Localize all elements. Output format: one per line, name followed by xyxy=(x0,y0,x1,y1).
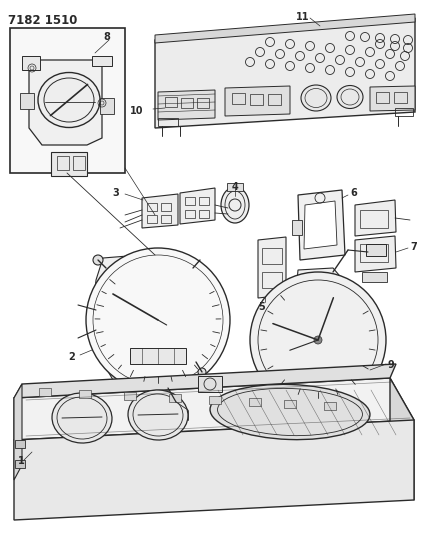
Text: 8: 8 xyxy=(103,32,110,42)
Circle shape xyxy=(198,368,206,376)
Ellipse shape xyxy=(128,390,188,440)
Ellipse shape xyxy=(210,384,370,440)
Text: 4: 4 xyxy=(232,182,238,192)
Ellipse shape xyxy=(337,85,363,109)
Bar xyxy=(362,272,387,282)
Polygon shape xyxy=(225,86,290,116)
Bar xyxy=(181,98,193,108)
Bar xyxy=(73,156,85,170)
Ellipse shape xyxy=(52,393,112,443)
Bar xyxy=(249,398,261,406)
Bar xyxy=(130,348,186,364)
Bar xyxy=(262,272,282,288)
Bar xyxy=(198,376,222,392)
Bar xyxy=(250,93,263,104)
Polygon shape xyxy=(355,200,396,236)
Text: 9: 9 xyxy=(388,360,395,370)
Text: 1: 1 xyxy=(18,456,25,466)
Bar xyxy=(147,203,157,211)
Bar xyxy=(199,197,209,205)
Circle shape xyxy=(86,248,230,392)
Circle shape xyxy=(93,255,103,265)
Polygon shape xyxy=(90,252,213,380)
Bar xyxy=(51,152,87,176)
Polygon shape xyxy=(304,201,337,249)
Bar xyxy=(376,92,389,103)
Bar xyxy=(366,244,386,256)
Text: 5: 5 xyxy=(258,302,265,312)
Bar xyxy=(395,108,413,116)
Bar xyxy=(161,215,171,223)
Bar xyxy=(158,118,178,126)
Bar xyxy=(10,28,125,173)
Bar xyxy=(360,210,388,228)
Bar xyxy=(124,392,136,400)
Polygon shape xyxy=(155,14,415,43)
Polygon shape xyxy=(14,364,396,398)
Bar xyxy=(79,390,91,398)
Bar xyxy=(209,396,221,404)
Bar xyxy=(92,56,112,66)
Bar xyxy=(20,93,34,109)
Bar xyxy=(227,183,243,191)
Polygon shape xyxy=(390,378,414,500)
Circle shape xyxy=(250,272,386,408)
Polygon shape xyxy=(298,190,345,260)
Bar xyxy=(394,92,407,103)
Ellipse shape xyxy=(221,187,249,223)
Bar xyxy=(268,94,281,105)
Bar xyxy=(15,460,25,468)
Polygon shape xyxy=(155,18,415,128)
Polygon shape xyxy=(290,268,358,400)
Polygon shape xyxy=(14,384,22,480)
Bar xyxy=(292,220,302,235)
Polygon shape xyxy=(355,236,396,272)
Polygon shape xyxy=(370,86,415,111)
Text: 2: 2 xyxy=(68,352,75,362)
Ellipse shape xyxy=(301,85,331,111)
Bar xyxy=(165,97,177,107)
Bar xyxy=(197,98,209,108)
Bar xyxy=(147,215,157,223)
Circle shape xyxy=(314,336,322,344)
Bar xyxy=(100,98,114,114)
Polygon shape xyxy=(158,90,215,120)
Bar xyxy=(39,387,51,395)
Bar xyxy=(22,56,40,70)
Bar xyxy=(199,210,209,218)
Bar xyxy=(169,394,181,402)
Polygon shape xyxy=(14,378,414,440)
Bar xyxy=(284,400,296,408)
Bar xyxy=(57,156,69,170)
Bar xyxy=(232,93,245,104)
Text: 6: 6 xyxy=(350,188,357,198)
Bar xyxy=(262,248,282,264)
Bar xyxy=(360,244,388,262)
Text: 7182 1510: 7182 1510 xyxy=(8,14,77,27)
Bar xyxy=(161,203,171,211)
Bar xyxy=(15,440,25,448)
Polygon shape xyxy=(258,237,286,298)
Polygon shape xyxy=(14,420,414,520)
Polygon shape xyxy=(180,188,215,224)
Text: 11: 11 xyxy=(296,12,309,22)
Text: 10: 10 xyxy=(130,106,143,116)
Text: 7: 7 xyxy=(410,242,417,252)
Bar xyxy=(324,402,336,410)
Polygon shape xyxy=(29,60,102,145)
Ellipse shape xyxy=(38,72,100,127)
Bar xyxy=(185,210,195,218)
Bar xyxy=(185,197,195,205)
Text: 3: 3 xyxy=(112,188,119,198)
Polygon shape xyxy=(142,194,178,228)
